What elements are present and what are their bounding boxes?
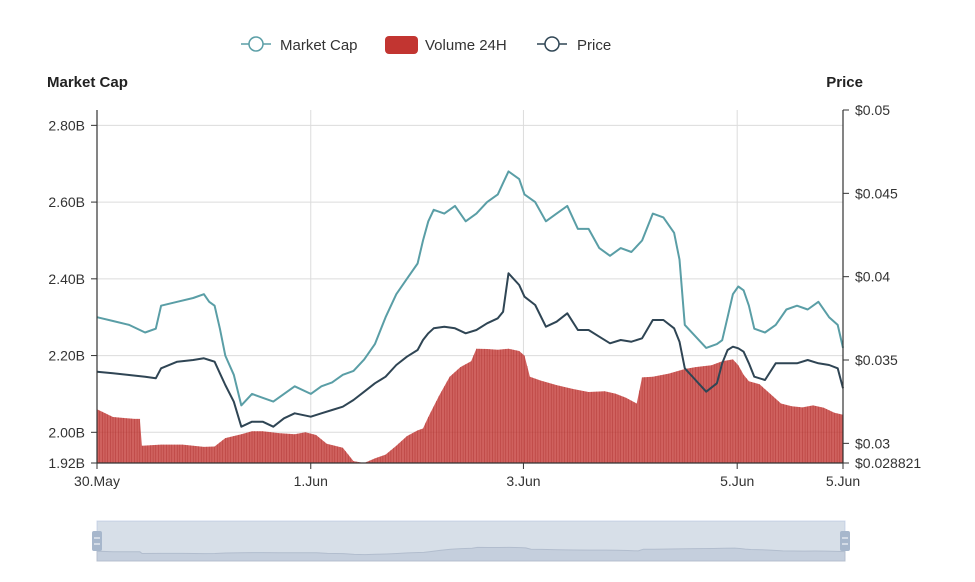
x-tick-label: 5.Jun [826, 473, 860, 489]
left-tick-label: 2.00B [48, 424, 85, 440]
data-zoom-selection[interactable] [97, 521, 845, 561]
legend-market-cap-label: Market Cap [280, 37, 358, 54]
left-axis-title: Market Cap [47, 74, 128, 91]
data-zoom-handle-right[interactable] [840, 531, 850, 551]
right-tick-label: $0.035 [855, 352, 898, 368]
right-tick-label: $0.03 [855, 435, 890, 451]
price-line [96, 272, 844, 428]
left-axis-ticks: 1.92B 2.00B 2.20B 2.40B 2.60B 2.80B [48, 117, 97, 471]
data-zoom-handle-right-grip[interactable] [840, 531, 850, 551]
legend: Market Cap Volume 24H Price [241, 36, 611, 54]
legend-item-volume[interactable]: Volume 24H [385, 36, 507, 54]
left-tick-label: 2.20B [48, 348, 85, 364]
legend-volume-marker [385, 36, 418, 54]
legend-item-price[interactable]: Price [537, 36, 611, 54]
data-zoom-preview [96, 546, 846, 562]
legend-volume-label: Volume 24H [425, 37, 507, 54]
x-tick-label: 5.Jun [720, 473, 754, 489]
x-tick-label: 3.Jun [506, 473, 540, 489]
x-tick-label: 1.Jun [294, 473, 328, 489]
right-axis-ticks: $0.028821 $0.03 $0.035 $0.04 $0.045 $0.05 [843, 102, 921, 471]
right-tick-label: $0.04 [855, 269, 890, 285]
axes [96, 110, 844, 464]
left-tick-label: 1.92B [48, 455, 85, 471]
legend-item-market-cap[interactable]: Market Cap [241, 36, 358, 54]
line-series [96, 170, 844, 428]
right-tick-label: $0.05 [855, 102, 890, 118]
volume-series [96, 348, 843, 463]
legend-price-marker [544, 36, 560, 52]
data-zoom-handle-left[interactable] [92, 531, 102, 551]
market-cap-line [96, 170, 844, 407]
x-axis-ticks: 30.May 1.Jun 3.Jun 5.Jun 5.Jun [74, 463, 860, 489]
data-zoom-slider[interactable] [92, 520, 850, 562]
left-tick-label: 2.60B [48, 194, 85, 210]
legend-market-cap-marker [248, 36, 264, 52]
legend-price-label: Price [577, 37, 611, 54]
volume-area [97, 348, 843, 463]
x-tick-label: 30.May [74, 473, 120, 489]
left-tick-label: 2.40B [48, 271, 85, 287]
data-zoom-handle-left-grip[interactable] [92, 531, 102, 551]
right-tick-label: $0.028821 [855, 455, 921, 471]
right-axis-title: Price [826, 74, 863, 91]
left-tick-label: 2.80B [48, 117, 85, 133]
right-tick-label: $0.045 [855, 185, 898, 201]
